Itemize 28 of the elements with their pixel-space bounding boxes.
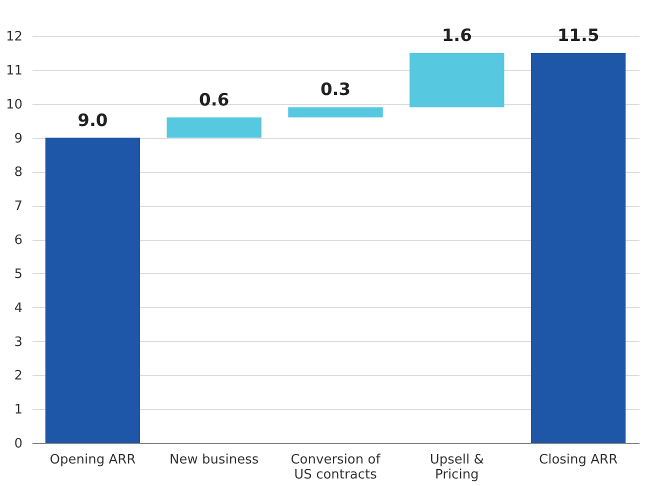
y-tick-label: 11 [6,63,22,78]
x-tick-label: Opening ARR [50,452,136,468]
y-tick-label: 7 [14,199,22,214]
bar [410,52,504,108]
y-tick-label: 0 [14,436,22,452]
data-label: 0.3 [320,80,351,100]
bar [530,52,626,443]
bar [166,117,262,138]
x-tick-label: New business [170,452,259,468]
data-label: 9.0 [78,110,108,131]
y-tick-label: 12 [6,30,22,44]
y-tick-label: 8 [14,165,22,180]
y-tick-label: 6 [14,233,22,248]
data-label: 1.6 [442,26,472,46]
y-tick-label: 5 [14,266,22,282]
data-label: 0.6 [199,90,230,110]
bar [288,107,383,118]
bar [45,138,140,443]
y-tick-label: 2 [14,368,22,384]
x-tick-label: Conversion of US contracts [290,452,381,482]
y-tick-label: 9 [14,131,22,146]
y-tick-label: 3 [14,334,22,350]
y-tick-label: 1 [14,402,22,418]
x-tick-label: Upsell & Pricing [430,452,484,482]
data-label: 11.5 [557,26,600,46]
y-tick-label: 10 [6,97,22,112]
x-tick-label: Closing ARR [538,452,618,468]
y-tick-label: 4 [14,300,22,316]
